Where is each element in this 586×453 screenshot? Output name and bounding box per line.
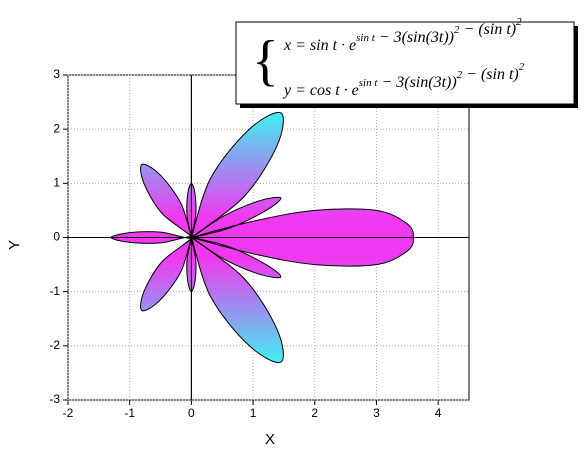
y-tick-label: 0: [53, 230, 60, 244]
superscript: 2: [454, 24, 460, 36]
x-tick-label: 2: [311, 406, 318, 420]
y-tick-label: -1: [49, 284, 60, 298]
formula-text: − 3(sin(3t)): [377, 74, 456, 91]
superscript: sin t: [359, 77, 379, 89]
y-tick-label: 2: [53, 121, 60, 135]
formula-box: { x = sin t · esin t − 3(sin(3t))2 − (si…: [235, 16, 578, 108]
x-tick-label: 0: [188, 406, 195, 420]
y-tick-label: 3: [53, 67, 60, 81]
superscript: 2: [516, 16, 522, 28]
y-tick-label: -2: [49, 338, 60, 352]
box: [235, 21, 575, 105]
formula-text: − (sin t): [460, 21, 517, 38]
superscript: sin t: [356, 32, 376, 44]
formula-text: − 3(sin(3t)): [375, 29, 454, 46]
superscript: 2: [519, 61, 525, 73]
superscript: 2: [457, 69, 463, 81]
x-tick-label: 4: [435, 406, 442, 420]
y-axis-label: Y: [6, 240, 23, 250]
formula-text: − (sin t): [462, 66, 519, 83]
y-tick-label: 1: [53, 176, 60, 190]
x-axis-label: X: [265, 431, 275, 448]
x-tick-label: 1: [250, 406, 257, 420]
formula-text: y = cos t · e: [282, 82, 359, 99]
y-tick-label: -3: [49, 392, 60, 406]
formula-text: x = sin t · e: [283, 37, 356, 54]
brace: {: [252, 30, 279, 92]
x-tick-label: -2: [63, 406, 74, 420]
formula-line: x = sin t · esin t − 3(sin(3t))2 − (sin …: [283, 16, 522, 54]
x-tick-label: 3: [373, 406, 380, 420]
x-tick-label: -1: [124, 406, 135, 420]
formula-line: y = cos t · esin t − 3(sin(3t))2 − (sin …: [282, 61, 525, 99]
